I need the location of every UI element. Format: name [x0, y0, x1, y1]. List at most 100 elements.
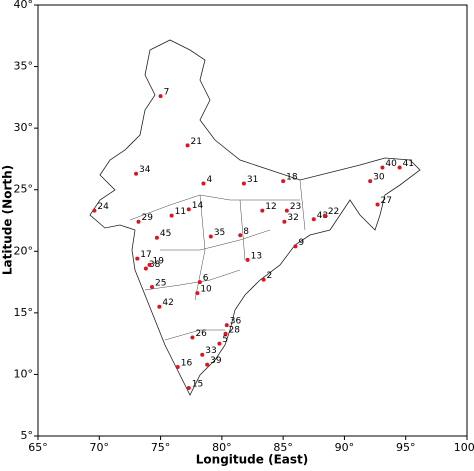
x-tick-label: 85° [273, 441, 293, 454]
station-point [380, 165, 385, 170]
station-label: 31 [247, 175, 258, 185]
station-label: 12 [265, 202, 276, 212]
station-point [284, 208, 289, 213]
station-label: 19 [153, 256, 165, 266]
station-label: 14 [192, 201, 204, 211]
station-label: 42 [162, 298, 173, 308]
station-point [149, 284, 154, 289]
y-tick-label: 30° [14, 121, 34, 134]
station-point [217, 341, 222, 346]
station-label: 15 [192, 379, 203, 389]
station-point [201, 181, 206, 186]
station-label: 28 [229, 325, 241, 335]
station-label: 24 [97, 202, 109, 212]
station-label: 26 [195, 329, 207, 339]
station-point [205, 362, 210, 367]
x-tick-label: 70° [90, 441, 110, 454]
station-point [147, 262, 152, 267]
station-label: 41 [403, 159, 414, 169]
station-label: 43 [317, 211, 328, 221]
station-label: 7 [164, 88, 170, 98]
station-point [245, 257, 250, 262]
station-point [197, 280, 202, 285]
x-tick-label: 65° [28, 441, 48, 454]
station-point [311, 217, 316, 222]
station-point [195, 291, 200, 296]
station-point [143, 266, 148, 271]
station-point [375, 202, 380, 207]
y-tick-label: 40° [14, 0, 34, 11]
station-label: 16 [181, 359, 193, 369]
plot-frame [37, 4, 468, 437]
station-label: 30 [373, 173, 385, 183]
station-point [190, 335, 195, 340]
station-label: 10 [200, 285, 212, 295]
x-tick-label: 75° [151, 441, 171, 454]
station-point [136, 219, 141, 224]
station-point [186, 385, 191, 390]
station-label: 8 [243, 227, 249, 237]
station-label: 39 [210, 356, 222, 366]
station-point [92, 208, 97, 213]
station-point [238, 233, 243, 238]
station-point [169, 213, 174, 218]
station-label: 33 [205, 346, 216, 356]
y-tick-label: 10° [14, 367, 34, 380]
station-point [185, 143, 190, 148]
station-point [223, 331, 228, 336]
x-tick-label: 90° [335, 441, 355, 454]
station-label: 11 [175, 207, 186, 217]
station-point [158, 94, 163, 99]
station-point [175, 365, 180, 370]
station-label: 36 [230, 317, 242, 327]
station-label: 38 [149, 260, 161, 270]
station-point [322, 213, 327, 218]
station-label: 32 [287, 213, 298, 223]
state-borders [129, 179, 306, 341]
station-point [186, 207, 191, 212]
station-label: 18 [286, 173, 298, 183]
x-tick-label: 80° [212, 441, 232, 454]
station-label: 35 [214, 228, 225, 238]
station-label: 4 [206, 175, 212, 185]
y-tick-label: 20° [14, 244, 34, 257]
station-point [293, 244, 298, 249]
station-label: 9 [298, 238, 304, 248]
y-tick-label: 35° [14, 60, 34, 73]
station-label: 5 [222, 335, 228, 345]
y-tick-label: 25° [14, 183, 34, 196]
station-point [157, 304, 162, 309]
station-point [241, 181, 246, 186]
station-label: 29 [142, 213, 154, 223]
station-label: 27 [381, 196, 392, 206]
station-point [397, 165, 402, 170]
station-point [260, 208, 265, 213]
x-axis-label: Longitude (East) [196, 453, 308, 467]
station-point [368, 179, 373, 184]
station-point [200, 352, 205, 357]
station-label: 21 [191, 137, 202, 147]
y-axis-label: Latitude (North) [1, 165, 15, 275]
india-outline [89, 39, 421, 396]
station-point [154, 235, 159, 240]
station-label: 34 [139, 165, 151, 175]
station-label: 40 [385, 159, 397, 169]
station-label: 25 [155, 278, 166, 288]
station-label: 2 [267, 271, 273, 281]
station-point [135, 256, 140, 261]
station-label: 45 [160, 229, 171, 239]
station-point [261, 277, 266, 282]
station-label: 13 [251, 251, 262, 261]
x-tick-label: 95° [396, 441, 416, 454]
station-point [281, 179, 286, 184]
station-point [224, 323, 229, 328]
station-label: 6 [203, 274, 209, 284]
station-point [208, 234, 213, 239]
station-label: 22 [328, 207, 339, 217]
y-tick-label: 15° [14, 306, 34, 319]
station-label: 17 [140, 250, 151, 260]
station-label: 23 [290, 202, 301, 212]
x-tick-label: 100° [454, 441, 474, 454]
station-point [282, 219, 287, 224]
